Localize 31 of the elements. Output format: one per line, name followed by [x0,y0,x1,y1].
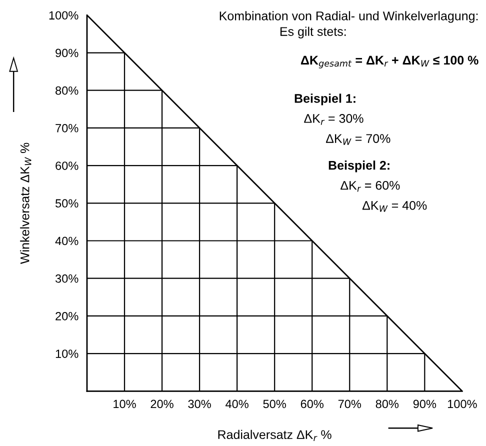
x-tick-label: 50% [263,400,286,408]
annotation: Es gilt stets: [280,26,346,38]
x-tick-label: 20% [150,400,174,408]
y-tick-label: 60% [56,162,78,170]
x-tick-label: 100% [448,400,477,408]
annotation: ΔK$_{gesamt}$ = ΔK$_{r}$ + ΔK$_{W}$ ≤ 100 % [300,56,478,68]
y-axis-title: Winkelversatz ΔK$_{W}$ % [20,142,32,264]
annotation: Kombination von Radial- und Winkelverlagung: [220,11,478,23]
x-tick-label: 80% [376,400,399,408]
y-tick-label: 40% [55,236,78,246]
y-tick-label: 10% [56,350,78,358]
y-tick-label: 30% [55,274,78,283]
annotation: ΔK$_{W}$ = 40% [362,201,427,212]
x-tick-label: 10% [114,400,136,408]
x-tick-label: 70% [338,400,362,408]
y-tick-label: 70% [56,124,78,132]
x-tick-label: 90% [413,400,436,408]
x-axis-title: Radialversatz ΔK$_{r}$ % [218,430,332,441]
y-tick-label: 80% [56,86,78,95]
y-tick-label: 20% [56,312,78,320]
annotation: ΔK$_{W}$ = 70% [326,134,390,145]
annotation: ΔK$_{r}$ = 30% [304,114,364,125]
y-tick-label: 90% [56,48,78,58]
x-tick-label: 60% [300,400,324,408]
x-tick-label: 40% [226,400,248,408]
annotation: Beispiel 1: [294,94,356,106]
annotation: ΔK$_{r}$ = 60% [340,180,400,192]
annotation: Beispiel 2: [328,160,390,172]
y-tick-label: 50% [56,199,78,208]
x-tick-label: 30% [188,400,211,408]
y-tick-label: 100% [49,11,78,20]
